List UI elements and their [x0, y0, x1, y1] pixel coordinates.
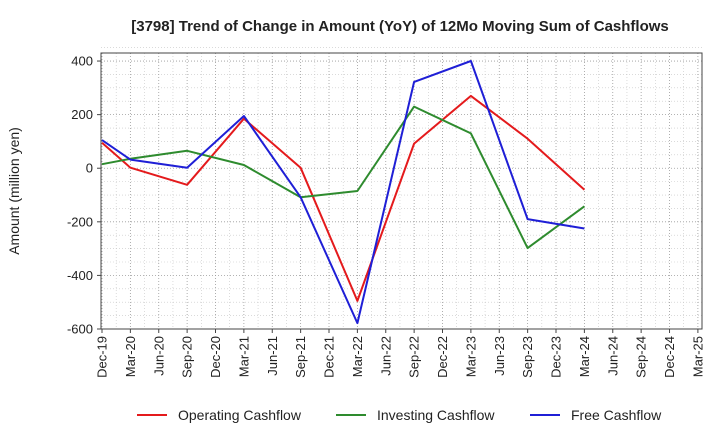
- chart-title: [3798] Trend of Change in Amount (YoY) o…: [131, 18, 669, 35]
- x-tick-label: Dec-22: [435, 336, 450, 378]
- x-tick-label: Dec-24: [662, 336, 677, 378]
- y-tick-label: 400: [71, 54, 93, 69]
- x-tick-label: Dec-20: [208, 336, 223, 378]
- x-tick-label: Jun-24: [605, 336, 620, 376]
- x-tick-label: Dec-21: [322, 336, 337, 378]
- legend: Operating Cashflow Investing Cashflow Free…: [137, 407, 662, 423]
- series-line-free-cashflow: [101, 60, 585, 325]
- grid: [101, 47, 702, 330]
- x-tick-label: Mar-21: [236, 336, 251, 377]
- y-tick-label: -600: [67, 322, 93, 337]
- x-tick-label: Dec-23: [549, 336, 564, 378]
- series-line-investing-cashflow: [101, 105, 585, 250]
- plot-frame: [100, 52, 703, 330]
- x-tick-label: Dec-19: [95, 336, 110, 378]
- x-tick-label: Mar-22: [350, 336, 365, 377]
- x-tick-label: Mar-23: [463, 336, 478, 377]
- y-axis-label: Amount (million yen): [6, 127, 22, 255]
- series-line-operating-cashflow: [101, 94, 586, 302]
- legend-label: Free Cashflow: [571, 407, 662, 423]
- series-lines: [101, 60, 586, 325]
- x-tick-label: Sep-21: [293, 336, 308, 378]
- legend-label: Investing Cashflow: [377, 407, 495, 423]
- x-axis-ticks: Dec-19 Mar-20 Jun-20 Sep-20 Dec-20 Mar-21 Jun-…: [95, 329, 705, 378]
- x-tick-label: Jun-22: [378, 336, 393, 376]
- y-tick-label: 200: [71, 107, 93, 122]
- y-axis-ticks: 400 200 0 -200 -400 -600: [67, 54, 101, 337]
- x-tick-label: Jun-20: [151, 336, 166, 376]
- x-tick-label: Mar-24: [577, 336, 592, 377]
- y-tick-label: -400: [67, 268, 93, 283]
- x-tick-label: Sep-22: [407, 336, 422, 378]
- x-tick-label: Jun-21: [265, 336, 280, 376]
- x-tick-label: Mar-25: [690, 336, 705, 377]
- x-tick-label: Sep-20: [180, 336, 195, 378]
- y-tick-label: -200: [67, 214, 93, 229]
- x-tick-label: Sep-23: [520, 336, 535, 378]
- x-tick-label: Sep-24: [634, 336, 649, 378]
- x-tick-label: Jun-23: [492, 336, 507, 376]
- legend-label: Operating Cashflow: [178, 407, 302, 423]
- y-tick-label: 0: [86, 161, 93, 176]
- x-tick-label: Mar-20: [123, 336, 138, 377]
